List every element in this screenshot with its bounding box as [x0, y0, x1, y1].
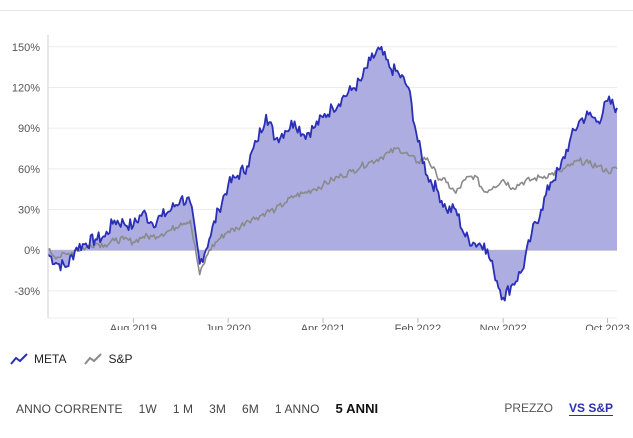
- x-tick-label: Nov 2022: [480, 323, 527, 330]
- x-axis-ticks: Aug 2019 Jun 2020 Apr 2021 Feb 2022 Nov 2022…: [110, 323, 630, 330]
- x-tick-label: Jun 2020: [206, 323, 251, 330]
- range-1w-button[interactable]: 1W: [138, 402, 157, 416]
- axes: [47, 35, 609, 323]
- legend-label-meta: META: [34, 352, 67, 366]
- y-axis-ticks: 150% 120% 90% 60% 30% 0% -30%: [12, 42, 40, 298]
- range-1m-button[interactable]: 1 M: [172, 402, 194, 416]
- y-tick-label: 150%: [12, 42, 40, 54]
- range-3m-button[interactable]: 3M: [209, 402, 227, 416]
- sp-series-line: [47, 147, 618, 276]
- legend-item-sp[interactable]: S&P: [84, 352, 132, 366]
- comparison-mode-selector: PREZZO VS S&P: [504, 401, 613, 415]
- legend: META S&P: [10, 352, 132, 366]
- x-tick-label: Feb 2022: [395, 323, 441, 330]
- legend-item-meta[interactable]: META: [10, 352, 66, 366]
- y-tick-label: 0%: [24, 245, 40, 257]
- y-tick-label: 90%: [18, 123, 40, 135]
- series-lines: [47, 45, 618, 302]
- x-tick-label: Aug 2019: [110, 323, 157, 330]
- range-ytd-button[interactable]: ANNO CORRENTE: [16, 402, 123, 416]
- y-tick-label: -30%: [14, 286, 40, 298]
- x-tick-label: Oct 2023: [585, 323, 630, 330]
- price-mode-button[interactable]: PREZZO: [504, 401, 553, 415]
- range-6m-button[interactable]: 6M: [242, 402, 259, 416]
- meta-area: [48, 46, 617, 301]
- range-1y-button[interactable]: 1 ANNO: [274, 402, 320, 416]
- y-tick-label: 60%: [18, 164, 40, 176]
- y-tick-label: 120%: [12, 82, 40, 94]
- meta-line-icon: [10, 353, 28, 365]
- sp-line-icon: [84, 353, 103, 365]
- legend-label-sp: S&P: [108, 352, 133, 366]
- x-tick-label: Apr 2021: [301, 323, 346, 330]
- vs-sp-mode-button[interactable]: VS S&P: [568, 401, 613, 415]
- meta-series-line: [47, 45, 618, 302]
- range-5y-button[interactable]: 5 ANNI: [335, 401, 379, 416]
- top-divider: [0, 10, 633, 11]
- performance-chart: 150% 120% 90% 60% 30% 0% -30% Aug 2019 Jun 2020…: [12, 35, 630, 330]
- meta-area-fill: [48, 46, 617, 301]
- y-tick-label: 30%: [18, 205, 40, 217]
- time-range-selector: ANNO CORRENTE 1W 1 M 3M 6M 1 ANNO 5 ANNI: [16, 401, 394, 416]
